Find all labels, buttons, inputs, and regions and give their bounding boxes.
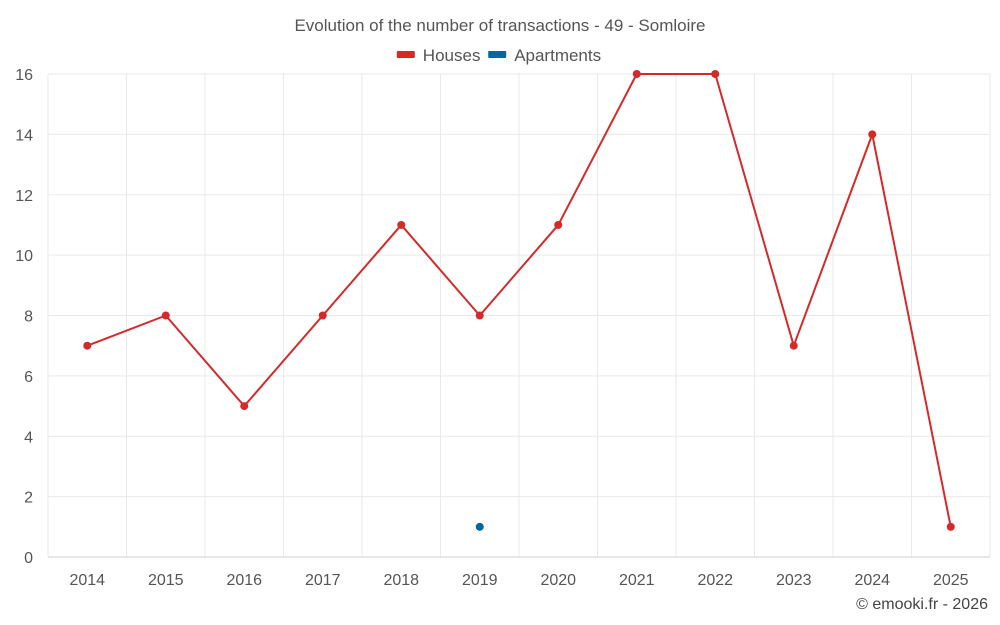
data-point-houses[interactable] — [397, 220, 406, 229]
x-tick-label: 2019 — [462, 572, 498, 589]
y-tick-label: 0 — [24, 550, 33, 567]
x-tick-label: 2021 — [619, 572, 655, 589]
data-point-houses[interactable] — [711, 70, 720, 78]
grid — [47, 73, 991, 558]
y-tick-label: 6 — [24, 369, 33, 386]
data-point-houses[interactable] — [161, 311, 170, 320]
data-point-houses[interactable] — [789, 341, 798, 350]
legend-label-apartments[interactable]: Apartments — [514, 46, 601, 65]
data-point-houses[interactable] — [475, 311, 484, 320]
legend-swatch-houses — [396, 51, 415, 58]
y-tick-label: 12 — [15, 188, 33, 205]
x-tick-label: 2022 — [697, 572, 733, 589]
axes: 0 2 4 6 8 10 12 14 16 2014 2015 2016 2017 2018 2019 202… — [15, 67, 990, 589]
y-tick-label: 16 — [15, 67, 33, 84]
data-point-houses[interactable] — [318, 311, 327, 320]
y-tick-label: 8 — [24, 309, 33, 326]
legend-label-houses[interactable]: Houses — [423, 46, 481, 65]
y-tick-label: 2 — [24, 490, 33, 507]
x-tick-label: 2015 — [148, 572, 184, 589]
data-point-houses[interactable] — [83, 341, 92, 350]
x-tick-label: 2020 — [540, 572, 576, 589]
y-tick-label: 4 — [24, 429, 33, 446]
x-tick-label: 2025 — [933, 572, 969, 589]
data-point-houses[interactable] — [632, 70, 641, 78]
legend-swatch-apartments — [488, 51, 507, 58]
chart-title: Evolution of the number of transactions … — [294, 16, 705, 35]
y-tick-label: 14 — [15, 127, 33, 144]
series — [83, 70, 955, 531]
x-tick-label: 2018 — [383, 572, 419, 589]
data-point-houses[interactable] — [240, 402, 249, 411]
credit-text: © emooki.fr - 2026 — [856, 596, 988, 613]
data-point-houses[interactable] — [946, 522, 955, 531]
data-point-houses[interactable] — [554, 220, 563, 229]
series-line-houses — [86, 73, 952, 528]
legend: Houses Apartments — [396, 46, 601, 65]
data-point-houses[interactable] — [868, 130, 877, 139]
x-tick-label: 2016 — [226, 572, 262, 589]
x-tick-label: 2014 — [69, 572, 105, 589]
x-tick-label: 2024 — [854, 572, 890, 589]
x-tick-label: 2017 — [305, 572, 341, 589]
data-point-apartments[interactable] — [475, 522, 484, 531]
y-tick-label: 10 — [15, 248, 33, 265]
x-tick-label: 2023 — [776, 572, 812, 589]
